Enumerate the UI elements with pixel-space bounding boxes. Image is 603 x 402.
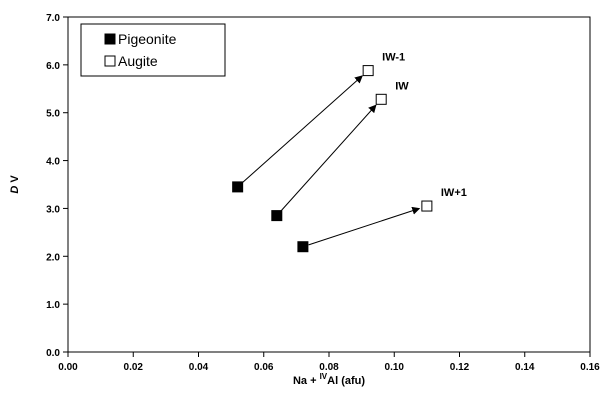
y-tick-label: 1.0 [46,300,60,311]
pigeonite-point [297,241,309,253]
x-axis-title-prefix: Na + [293,375,320,387]
x-tick-label: 0.04 [189,362,209,373]
x-tick-label: 0.16 [580,362,600,373]
annotation-label: IW-1 [382,52,405,64]
data-points [232,65,433,253]
y-tick-label: 2.0 [46,252,60,263]
arrows [241,75,421,246]
legend-marker-augite [104,55,116,67]
x-tick-label: 0.00 [58,362,78,373]
arrow [241,75,363,184]
legend-box [80,23,226,77]
legend-marker-pigeonite [104,33,116,45]
annotation-label: IW [395,80,409,92]
augite-point [375,93,387,105]
x-axis: 0.00 0.02 0.04 0.06 0.08 0.10 0.12 0.14 0.16 [58,352,600,373]
arrow [308,206,421,246]
augite-point [421,200,433,212]
y-tick-label: 3.0 [46,204,60,215]
arrow [280,104,377,212]
y-axis-title-italic: D [9,186,21,194]
y-tick-label: 6.0 [46,61,60,72]
legend-label-pigeonite: Pigeonite [118,31,177,47]
x-tick-label: 0.02 [124,362,144,373]
pigeonite-point [271,210,283,222]
y-axis-title-rest: V [9,175,21,186]
annotations: IW-1 IW IW+1 [382,52,467,199]
x-tick-label: 0.12 [450,362,470,373]
y-axis-title: D V [9,175,21,194]
y-axis: 0.0 1.0 2.0 3.0 4.0 5.0 6.0 7.0 [46,13,68,359]
y-tick-label: 4.0 [46,157,60,168]
x-tick-label: 0.10 [385,362,405,373]
x-tick-label: 0.08 [319,362,339,373]
legend-label-augite: Augite [118,53,158,69]
legend: Pigeonite Augite [80,23,226,77]
y-tick-label: 0.0 [46,348,60,359]
pigeonite-point [232,181,244,193]
x-tick-label: 0.14 [515,362,535,373]
augite-point [362,65,374,77]
x-axis-title-suffix: Al (afu) [327,375,365,387]
y-tick-label: 5.0 [46,109,60,120]
x-axis-title: Na + IVAl (afu) [293,372,365,387]
x-axis-title-superscript: IV [320,372,328,381]
y-tick-label: 7.0 [46,13,60,24]
x-tick-label: 0.06 [254,362,274,373]
annotation-label: IW+1 [441,187,467,199]
